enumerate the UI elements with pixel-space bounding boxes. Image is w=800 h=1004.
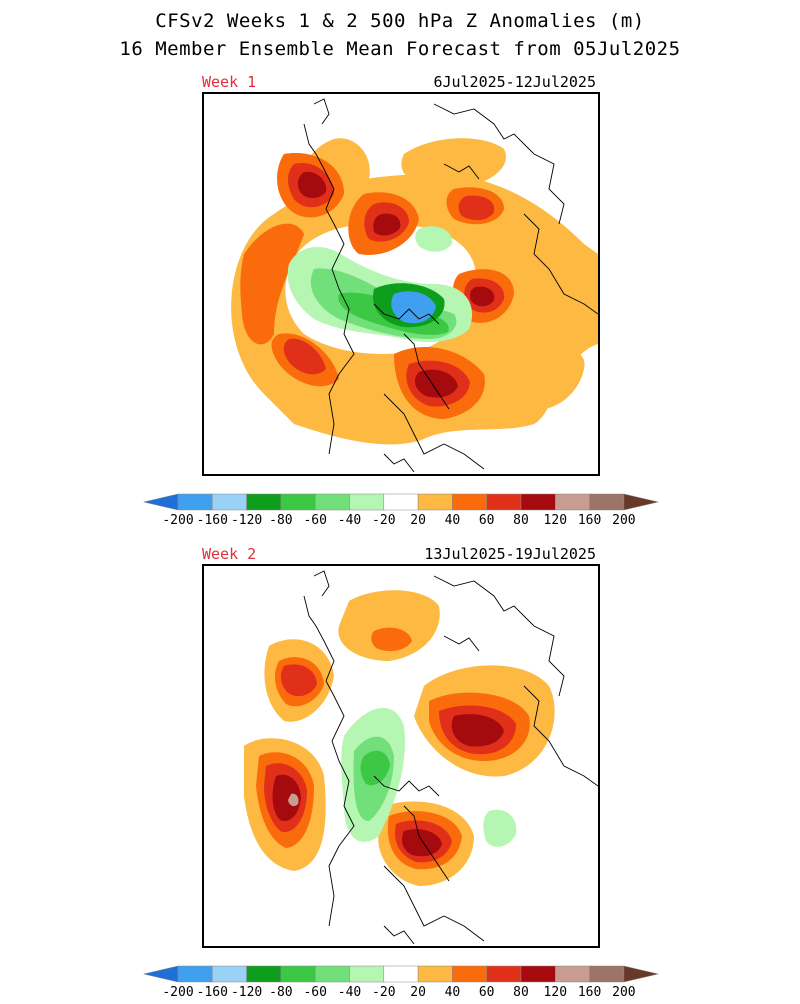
colorbar-tick-label: 20 — [410, 985, 426, 1000]
colorbar-tick-label: -20 — [372, 513, 395, 528]
colorbar-tick-label: 80 — [513, 985, 529, 1000]
colorbar-swatch — [417, 965, 453, 983]
colorbar-swatch — [589, 493, 625, 511]
colorbar-tick-label: 200 — [612, 985, 635, 1000]
colorbar-tick-label: -120 — [231, 513, 262, 528]
colorbar-swatch — [314, 965, 350, 983]
colorbar-swatch — [212, 965, 247, 983]
colorbar-week2: -200 -160 -120 -80 -60 -40 -20 20 40 60 80 120 160 20… — [0, 964, 800, 1004]
colorbar-tick-label: -40 — [338, 985, 361, 1000]
colorbar-tick-label: 40 — [445, 513, 461, 528]
colorbar-swatch — [452, 493, 487, 511]
colorbar-swatch — [280, 965, 316, 983]
colorbar-tick-label: -60 — [303, 985, 326, 1000]
week2-map-canvas — [244, 570, 598, 945]
colorbar-arrow-left — [143, 965, 179, 983]
week1-label: Week 1 — [202, 73, 257, 91]
colorbar-swatch — [349, 493, 385, 511]
colorbar-swatch — [520, 493, 556, 511]
colorbar-tick-label: -20 — [372, 985, 395, 1000]
coastlines — [303, 98, 598, 473]
colorbar-tick-label: -160 — [197, 985, 228, 1000]
week2-dates: 13Jul2025-19Jul2025 — [424, 545, 596, 563]
colorbar-swatch — [383, 965, 419, 983]
colorbar-swatch — [246, 965, 282, 983]
map-title: CFSv2 Weeks 1 & 2 500 hPa Z Anomalies (m… — [155, 10, 645, 32]
colorbar-swatch — [520, 965, 556, 983]
colorbar-tick-label: -80 — [269, 513, 292, 528]
colorbar-swatch — [417, 493, 453, 511]
colorbar-swatch — [280, 493, 316, 511]
colorbar-swatch — [246, 493, 282, 511]
colorbar-swatch — [589, 965, 625, 983]
colorbar-swatch — [555, 965, 590, 983]
colorbar-arrow-left — [143, 493, 179, 511]
colorbar-swatch — [349, 965, 385, 983]
map-subtitle: 16 Member Ensemble Mean Forecast from 05… — [119, 38, 681, 60]
colorbar-swatch — [555, 493, 590, 511]
colorbar-swatch — [452, 965, 487, 983]
colorbar-tick-label: 80 — [513, 513, 529, 528]
colorbar-tick-label: -160 — [197, 513, 228, 528]
colorbar-swatch — [212, 493, 247, 511]
colorbar-tick-label: 60 — [479, 985, 495, 1000]
colorbar-swatch — [486, 965, 522, 983]
colorbar-tick-label: -60 — [303, 513, 326, 528]
colorbar-swatch — [177, 493, 213, 511]
week1-dates: 6Jul2025-12Jul2025 — [433, 73, 596, 91]
colorbar-tick-label: 120 — [544, 985, 567, 1000]
colorbar-tick-label: 160 — [578, 513, 601, 528]
colorbar-tick-label: -200 — [162, 985, 193, 1000]
colorbar-swatch — [177, 965, 213, 983]
colorbar-swatch — [383, 493, 419, 511]
week1-map-canvas — [231, 98, 598, 473]
colorbar-tick-label: 160 — [578, 985, 601, 1000]
colorbar-arrow-right — [623, 965, 659, 983]
week1-map — [202, 92, 600, 476]
colorbar-tick-label: -40 — [338, 513, 361, 528]
week2-label: Week 2 — [202, 545, 257, 563]
colorbar-swatch — [486, 493, 522, 511]
coastlines — [303, 570, 598, 945]
colorbar-tick-label: 120 — [544, 513, 567, 528]
colorbar-swatch — [314, 493, 350, 511]
colorbar-tick-label: 40 — [445, 985, 461, 1000]
week2-map — [202, 564, 600, 948]
colorbar-tick-label: -80 — [269, 985, 292, 1000]
colorbar-arrow-right — [623, 493, 659, 511]
colorbar-tick-label: 60 — [479, 513, 495, 528]
colorbar-tick-label: 20 — [410, 513, 426, 528]
colorbar-tick-label: -200 — [162, 513, 193, 528]
colorbar-tick-label: 200 — [612, 513, 635, 528]
colorbar-tick-label: -120 — [231, 985, 262, 1000]
colorbar-week1: -200 -160 -120 -80 -60 -40 -20 20 40 60 80 120 160 20… — [0, 492, 800, 532]
